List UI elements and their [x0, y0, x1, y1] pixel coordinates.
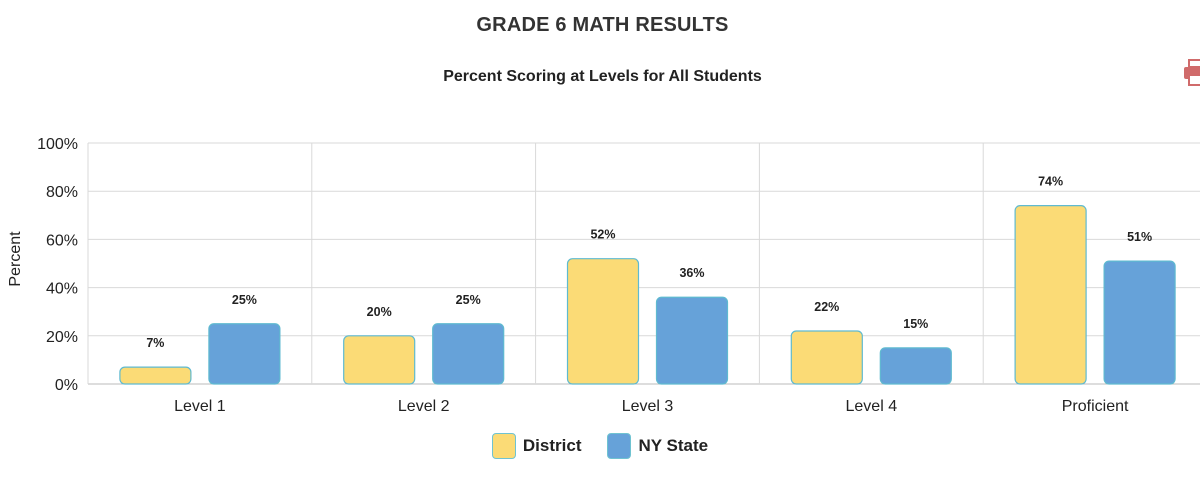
chart-title: GRADE 6 MATH RESULTS [476, 14, 729, 36]
data-label: 51% [1127, 230, 1152, 244]
legend: District NY State [0, 433, 1200, 459]
y-tick-label: 60% [46, 232, 78, 249]
y-tick-label: 80% [46, 184, 78, 201]
x-tick-label: Proficient [1062, 398, 1129, 415]
legend-item-ny-state[interactable]: NY State [607, 433, 708, 459]
data-label: 74% [1038, 175, 1063, 189]
x-tick-label: Level 1 [174, 398, 226, 415]
bar-ny-state[interactable] [1103, 260, 1176, 385]
data-label: 15% [903, 317, 928, 331]
y-tick-label: 40% [46, 281, 78, 298]
legend-label-district: District [522, 436, 582, 455]
legend-label-ny-state: NY State [638, 436, 709, 455]
data-label: 36% [679, 266, 704, 280]
bar-ny-state[interactable] [655, 296, 729, 385]
y-tick-label: 0% [55, 377, 78, 394]
x-tick-label: Level 2 [398, 398, 450, 415]
x-tick-label: Level 3 [622, 398, 674, 415]
chart-subtitle: Percent Scoring at Levels for All Studen… [443, 68, 762, 85]
data-label: 25% [456, 293, 481, 307]
y-tick-label: 100% [37, 136, 78, 153]
legend-swatch-district [491, 433, 516, 459]
data-label: 52% [590, 228, 615, 242]
data-label: 20% [367, 305, 392, 319]
bar-chart: 0% 20% 40% 60% 80% 100% Level 1 7% 25% Level 2 20%… [37, 136, 1200, 415]
x-tick-label: Level 4 [846, 398, 898, 415]
legend-swatch-ny-state [607, 433, 632, 459]
legend-item-district[interactable]: District [491, 433, 582, 459]
data-label: 7% [146, 336, 164, 350]
print-icon [1184, 59, 1200, 86]
bar-ny-state[interactable] [208, 323, 281, 385]
bar-district[interactable] [1014, 205, 1087, 385]
bar-district[interactable] [119, 366, 192, 385]
bar-district[interactable] [790, 330, 863, 385]
y-tick-label: 20% [46, 329, 78, 346]
bar-ny-state[interactable] [879, 347, 952, 385]
bar-district[interactable] [343, 335, 416, 385]
print-button[interactable] [1182, 58, 1200, 88]
bar-district[interactable] [566, 258, 640, 385]
data-label: 25% [232, 293, 257, 307]
data-label: 22% [814, 300, 839, 314]
bar-ny-state[interactable] [432, 323, 505, 385]
